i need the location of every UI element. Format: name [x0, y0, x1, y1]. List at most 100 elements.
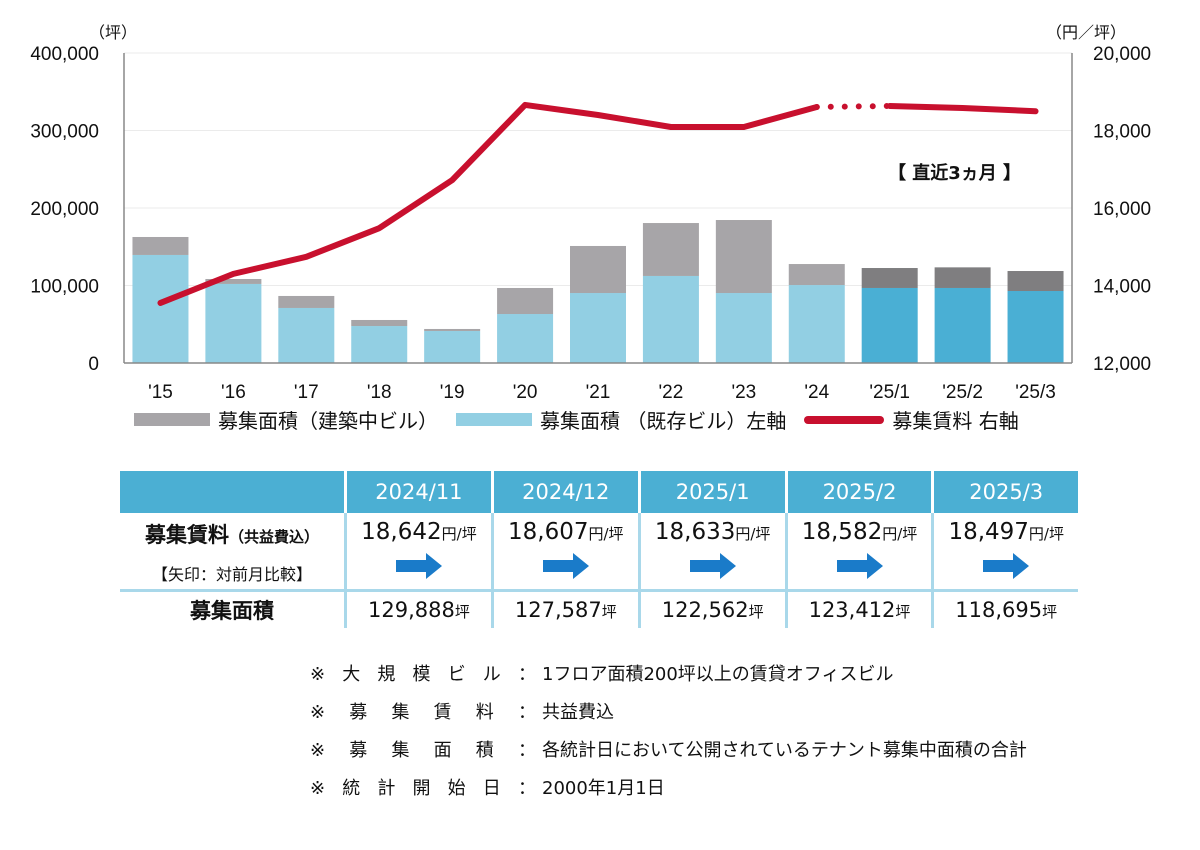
rent-unit: 円/坪	[735, 525, 771, 543]
rent-value: 18,582円/坪	[788, 519, 932, 545]
area-cell: 118,695坪	[931, 589, 1078, 628]
bar-existing-4	[424, 330, 481, 363]
bar-existing-1	[205, 283, 262, 363]
footnote-text: 2000年1月1日	[542, 778, 665, 799]
column-header: 2025/3	[931, 471, 1078, 513]
bar-construction-9	[788, 264, 845, 286]
footnote-label: ※ 募 集 賃 料 ：	[310, 694, 542, 732]
rent-line-solid-history	[157, 101, 820, 306]
left-axis-ticks: 0 100,000 200,000 300,000 400,000	[30, 44, 99, 375]
rent-line-dotted-gap	[813, 102, 893, 110]
area-cell: 129,888坪	[344, 589, 493, 628]
footnote-label-char: ル	[482, 664, 501, 685]
footnote-label-char: 積	[475, 740, 494, 761]
rent-label-note: （共益費込）	[228, 528, 319, 546]
footnote-label-char: ※	[310, 740, 326, 761]
footnote-label-char: 統	[342, 778, 361, 799]
bar-construction-1	[205, 278, 262, 284]
footnote-label-char: 料	[475, 702, 494, 723]
area-unit: 坪	[895, 603, 911, 621]
x-tick-label: '25/3	[1015, 382, 1056, 400]
footnote-label-char: 始	[447, 778, 466, 799]
right-axis-ticks: 12,000 14,000 16,000 18,000 20,000	[1093, 44, 1151, 375]
bar-existing-9	[788, 285, 845, 363]
footnote-label: ※ 大規模ビル ：	[310, 656, 542, 694]
footnote-label-char: ：	[517, 702, 536, 723]
rent-number: 18,642	[361, 519, 442, 545]
footnote-label-char: ※	[310, 778, 326, 799]
footnote-label: ※ 統計開始日 ：	[310, 770, 542, 808]
x-tick-label: '21	[586, 382, 611, 400]
footnote-row: ※ 募 集 賃 料 ： 共益費込	[310, 694, 1027, 732]
bar-construction-2	[278, 295, 335, 308]
footnote-label-char: 規	[377, 664, 396, 685]
left-axis-unit: （坪）	[89, 23, 137, 42]
rent-cell: 18,633円/坪	[637, 513, 787, 591]
x-tick-label: '16	[221, 382, 246, 400]
rent-cell: 18,607円/坪	[490, 513, 640, 591]
left-tick-label: 100,000	[30, 277, 99, 298]
x-tick-label: '18	[367, 382, 392, 400]
footnote-label-char: 開	[412, 778, 431, 799]
x-axis-ticks: '15 '16 '17 '18 '19 '20 '21 '22 '23 '24 '25/1 '25/2…	[148, 382, 1056, 400]
area-number: 118,695	[955, 598, 1043, 622]
rent-line-series	[157, 101, 1039, 306]
footnote-label-char: 賃	[433, 702, 452, 723]
footnote-label-char: ※	[310, 702, 326, 723]
bar-construction-12	[1007, 271, 1064, 292]
right-tick-label: 16,000	[1093, 199, 1151, 220]
x-tick-label: '20	[513, 382, 538, 400]
bar-existing-6	[570, 293, 626, 363]
rent-number: 18,633	[654, 519, 736, 545]
area-cell: 122,562坪	[637, 589, 787, 628]
footnote-label-char: 集	[391, 740, 410, 761]
area-number: 127,587	[514, 598, 602, 622]
footnotes: ※ 大規模ビル： 1フロア面積200坪以上の賃貸オフィスビル ※ 募集賃料：共益費込 ※ 募…	[310, 656, 1027, 808]
x-tick-label: '15	[148, 382, 173, 400]
rent-row: 募集賃料（共益費込） 【矢印：対前月比較】 18,642 円/坪 18,607円/…	[120, 513, 1078, 591]
area-number: 123,412	[808, 598, 896, 622]
bar-construction-3	[351, 319, 408, 327]
area-cell: 123,412坪	[784, 589, 933, 628]
left-tick-label: 0	[88, 354, 99, 375]
area-number: 129,888	[368, 598, 455, 622]
legend-item-existing: 募集面積 （既存ビル）左軸	[456, 405, 786, 434]
chart-legend: 募集面積（建築中ビル） 募集面積 （既存ビル）左軸 募集賃料 右軸	[134, 405, 1037, 434]
bar-construction-10	[861, 268, 918, 288]
right-axis-unit: （円／坪）	[1046, 23, 1126, 42]
bar-existing-8	[715, 293, 772, 363]
footnote-label-char: 集	[391, 702, 410, 723]
footnote-label-char: 面	[433, 740, 452, 761]
rent-unit: 円/坪	[588, 525, 624, 543]
legend-label-construction: 募集面積（建築中ビル）	[218, 409, 438, 433]
rent-line-solid-recent	[886, 102, 1039, 115]
recent-three-months-annotation: 【 直近3ヵ月 】	[888, 162, 1021, 184]
rent-unit: 円/坪	[882, 525, 918, 543]
bar-construction-11	[934, 267, 991, 288]
combo-chart: 0 100,000 200,000 300,000 400,000 12,000 14,0…	[30, 23, 1151, 400]
bar-series	[132, 220, 1064, 363]
right-tick-label: 20,000	[1093, 44, 1151, 65]
bar-existing-12	[1007, 291, 1064, 363]
axes	[123, 53, 1073, 364]
x-tick-label: '23	[731, 382, 756, 400]
area-unit: 坪	[748, 603, 764, 621]
x-tick-label: '25/1	[869, 382, 910, 400]
rent-number: 18,582	[801, 519, 883, 545]
bar-existing-7	[642, 275, 699, 363]
rent-cell: 18,582円/坪	[784, 513, 933, 591]
footnote-row: ※ 統計開始日 ： 2000年1月1日	[310, 770, 1027, 808]
arrow-right-icon	[836, 553, 883, 579]
footnote-label-char: 募	[349, 702, 368, 723]
rent-row-header: 募集賃料（共益費込） 【矢印：対前月比較】	[120, 513, 346, 591]
column-header: 2025/2	[784, 471, 933, 513]
rent-number: 18,497	[948, 519, 1029, 545]
bar-existing-0	[132, 254, 189, 363]
area-row: 募集面積 129,888坪 127,587坪 122,562坪 123,412坪…	[120, 589, 1078, 628]
legend-label-existing: 募集面積 （既存ビル）左軸	[540, 409, 787, 433]
left-tick-label: 200,000	[30, 199, 99, 220]
table-corner-cell	[120, 471, 346, 513]
arrow-right-icon	[983, 553, 1030, 579]
x-tick-label: '19	[440, 382, 465, 400]
right-tick-label: 14,000	[1093, 277, 1151, 298]
